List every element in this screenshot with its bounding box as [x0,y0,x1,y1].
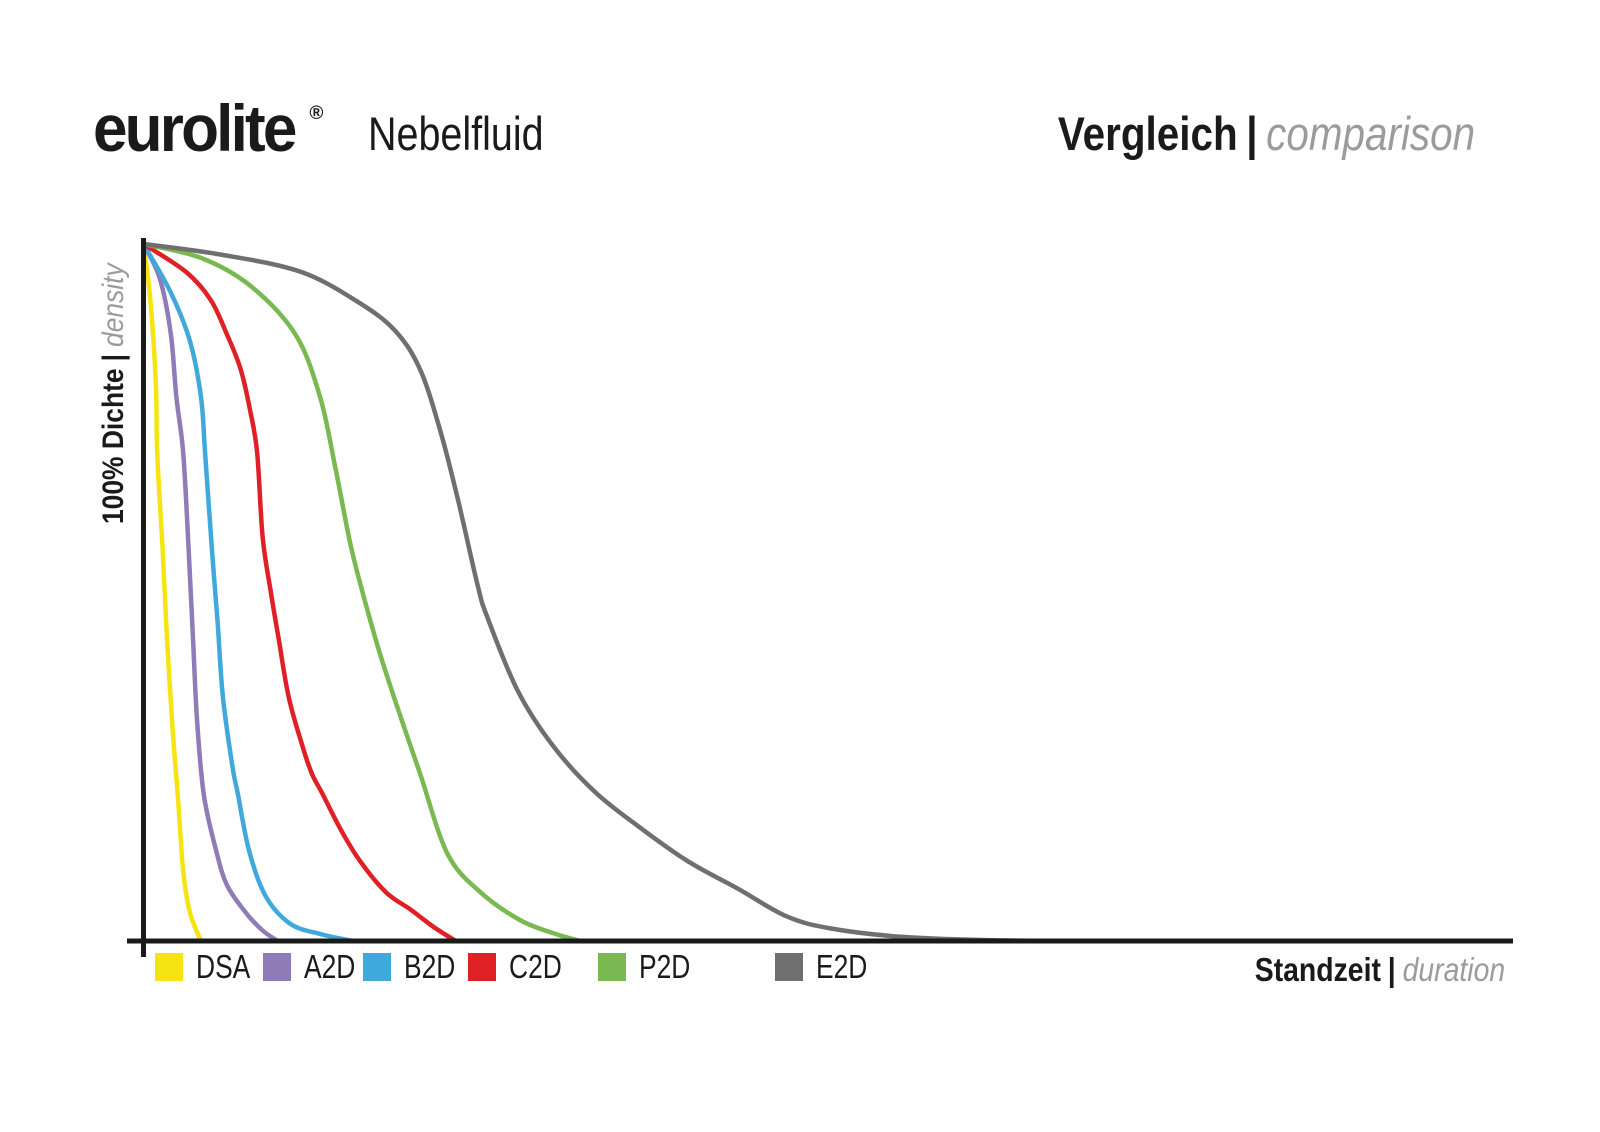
legend-item-a2d: A2D [263,948,368,985]
legend-swatch-c2d [468,953,496,981]
curve-b2d [141,241,356,944]
page-title-de: Vergleich [1057,107,1238,160]
y-axis-label: 100% Dichte | density [97,263,131,524]
legend-label-e2d: E2D [816,948,868,985]
legend-label-b2d: B2D [404,948,456,985]
y-axis-label-separator: | [97,354,130,362]
x-axis-label-en: duration [1402,951,1505,988]
legend-label-dsa: DSA [196,948,251,985]
legend-swatch-e2d [775,953,803,981]
legend-swatch-p2d [598,953,626,981]
brand-block: eurolite ® [93,90,324,166]
legend-item-e2d: E2D [775,948,880,985]
curve-a2d [141,241,280,944]
legend-swatch-dsa [155,953,183,981]
page-title: Vergleich | comparison [990,106,1475,161]
curve-p2d [141,241,583,944]
legend-swatch-b2d [363,953,391,981]
x-axis-label-de: Standzeit [1254,951,1381,988]
legend-label-a2d: A2D [304,948,356,985]
legend-swatch-a2d [263,953,291,981]
product-name: Nebelfluid [368,107,544,160]
legend-label-p2d: P2D [639,948,691,985]
curve-e2d [141,241,1105,944]
legend-item-c2d: C2D [468,948,575,985]
registered-trademark-icon: ® [309,103,324,124]
x-axis-label-separator: | [1387,951,1396,988]
page-title-en: comparison [1266,107,1475,160]
legend-label-c2d: C2D [509,948,562,985]
y-axis-label-de: 100% Dichte [97,368,130,524]
legend: DSA A2D B2D C2D P2D E2D [0,948,1600,986]
y-axis-label-en: density [97,263,130,347]
title-separator: | [1246,107,1258,160]
curve-c2d [141,241,458,944]
x-axis-label: Standzeit | duration [1214,951,1505,989]
eurolite-logo: eurolite [93,91,297,165]
legend-item-dsa: DSA [155,948,264,985]
legend-item-b2d: B2D [363,948,468,985]
curve-dsa [141,241,204,944]
legend-item-p2d: P2D [598,948,703,985]
